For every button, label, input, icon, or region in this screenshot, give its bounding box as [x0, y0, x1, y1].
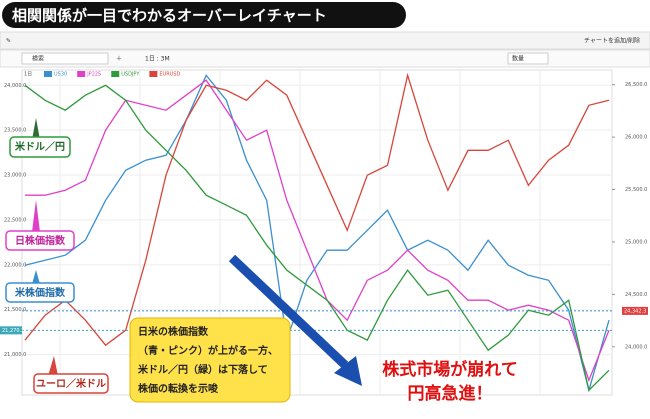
pointer [32, 200, 40, 232]
legend-swatch [77, 71, 86, 77]
current-right-label: 24,342.3 [624, 308, 646, 314]
callout-text: 日株価指数 [15, 234, 66, 247]
legend-swatch [44, 71, 52, 77]
pointer [48, 356, 58, 376]
legend-swatch [149, 71, 158, 77]
title-bar [2, 2, 406, 28]
callout-text: 米株価指数 [15, 286, 66, 299]
add-remove-button[interactable]: チャートを追加/削除 [584, 37, 640, 45]
y-tick-label: 21,000.0 [4, 352, 26, 358]
y2-tick-label: 24,500.0 [625, 292, 647, 298]
interval-label: 1日 [24, 72, 32, 78]
callout-us30 [5, 282, 75, 303]
y-tick-label: 21,500.0 [4, 307, 26, 313]
series-line [24, 72, 610, 347]
add-button[interactable]: ＋ [116, 56, 122, 63]
legend-swatch [111, 71, 120, 77]
toolbar-2 [0, 49, 650, 68]
callout-usdjpy [9, 136, 71, 158]
toolbar [0, 31, 650, 50]
edit-icon[interactable]: ✎ [6, 38, 11, 45]
search-placeholder: 検索 [32, 55, 44, 63]
callout-jp225 [5, 230, 75, 251]
note-line: 株価の転換を示唆 [138, 382, 219, 395]
callout-text: 米ドル／円 [15, 140, 65, 153]
legend-label: JP225 [86, 72, 101, 78]
callout-eurusd [33, 373, 109, 394]
legend: US30 JP225 USDJPY EURUSD [44, 71, 181, 78]
current-left-box [0, 326, 22, 335]
callout-text: ユーロ／米ドル [36, 377, 106, 390]
pointer [32, 270, 40, 284]
headline: 円高急進！ [408, 383, 493, 404]
series-line [24, 74, 610, 393]
y-tick-label: 23,000.0 [4, 173, 26, 179]
arrow-shaft [228, 254, 349, 369]
series-line [25, 79, 610, 383]
y-tick-label: 22,500.0 [4, 217, 26, 223]
y2-tick-label: 25,500.0 [625, 187, 647, 193]
quantity-box[interactable] [507, 52, 549, 65]
y2-tick-label: 26,000.0 [625, 135, 647, 141]
note-box [129, 317, 291, 403]
arrow-head [334, 356, 362, 386]
series-line [24, 84, 610, 392]
search-box[interactable] [21, 52, 109, 65]
current-left-label: 21,270.2 [2, 328, 24, 334]
pointer [32, 118, 40, 140]
quantity-label: 数量 [512, 55, 524, 63]
current-right-box [622, 306, 648, 315]
y-tick-label: 22,000.0 [4, 262, 26, 268]
note-line: （青・ピンク）が上がる一方、 [138, 344, 278, 357]
note-line: 日米の株価指数 [138, 325, 209, 338]
legend-label: US30 [54, 72, 67, 78]
note-line: 米ドル／円（緑）は下落して [138, 363, 268, 376]
headline: 株式市場が崩れて [382, 359, 518, 380]
y2-tick-label: 26,500.0 [625, 82, 647, 88]
period-button[interactable]: 1日 : 3M [145, 56, 170, 63]
legend-label: USDJPY [121, 72, 140, 78]
title: 相関関係が一目でわかるオーバーレイチャート [12, 7, 327, 25]
plot-area [21, 69, 613, 396]
y2-tick-label: 24,000.0 [625, 344, 647, 350]
y-tick-label: 24,000.0 [4, 83, 26, 89]
y-tick-label: 23,500.0 [4, 128, 26, 134]
legend-label: EURUSD [159, 72, 180, 78]
y2-tick-label: 25,000.0 [625, 239, 647, 245]
